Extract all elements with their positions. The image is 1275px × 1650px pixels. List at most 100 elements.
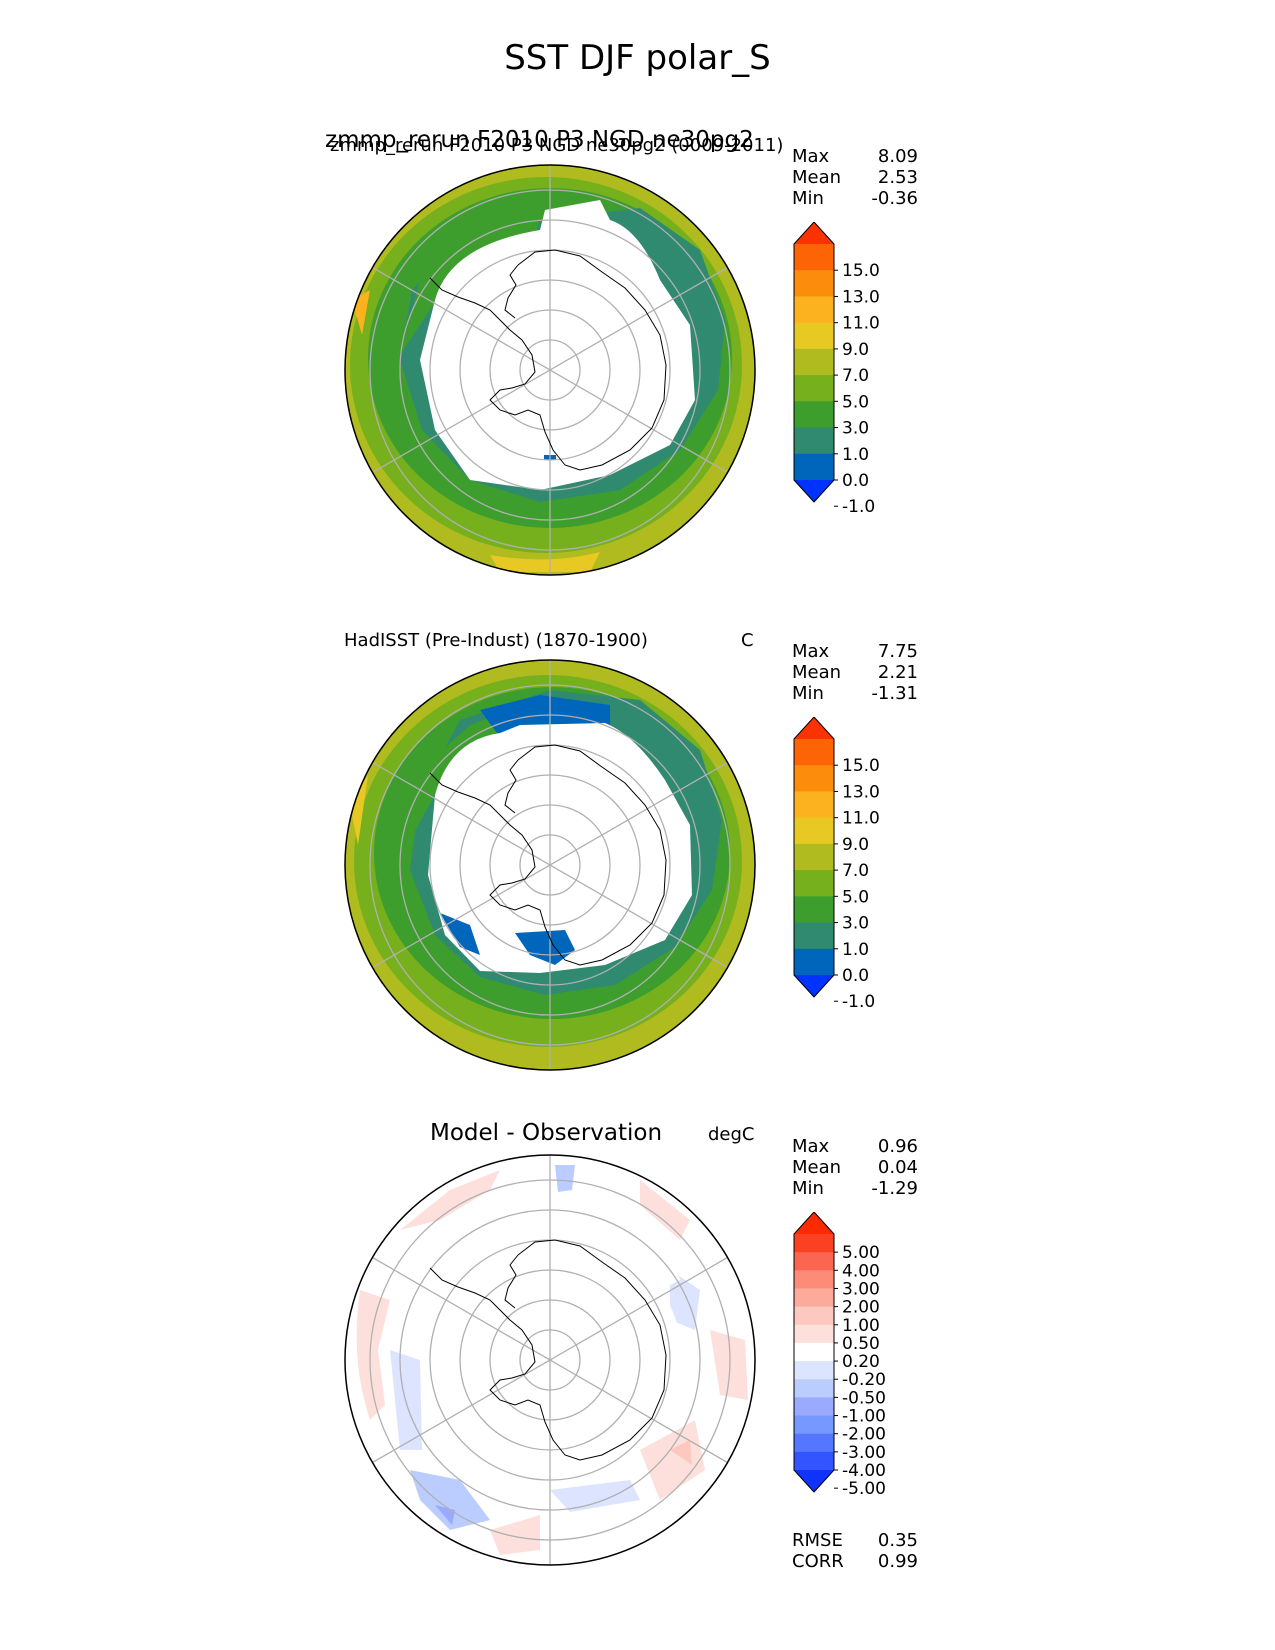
panel2-colorbar-tick-label: 3.0: [842, 914, 869, 934]
panel3-colorbar-tick-label: -2.00: [842, 1425, 886, 1445]
antarctica-coastline: [429, 1239, 667, 1461]
panel1-polar-map: [344, 164, 756, 576]
stat-min: Min -0.36: [792, 188, 918, 209]
stat-min: Min -1.31: [792, 683, 918, 704]
panel3-colorbar-tick-label: -3.00: [842, 1443, 886, 1463]
panel3-colorbar-tick-label: 3.00: [842, 1279, 880, 1299]
panel3-colorbar-segment: [794, 1433, 834, 1453]
stat-mean: Mean 0.04: [792, 1157, 918, 1178]
stat-corr: CORR 0.99: [792, 1551, 918, 1572]
panel3-title: Model - Observation: [430, 1120, 663, 1146]
graticule: [369, 660, 731, 1070]
panel3-colorbar-segment: [794, 1288, 834, 1308]
panel3-colorbar-tick-label: 0.50: [842, 1334, 880, 1354]
panel2-colorbar-tick-label: 15.0: [842, 756, 880, 776]
panel3-colorbar-tick-label: 1.00: [842, 1316, 880, 1336]
panel3-colorbar-extend-max: [794, 1212, 834, 1234]
panel1-colorbar-segment: [794, 401, 834, 429]
panel3-colorbar-tick-label: -4.00: [842, 1461, 886, 1481]
panel2-colorbar-tick-label: 1.0: [842, 940, 869, 960]
panel1-colorbar-segment: [794, 348, 834, 376]
panel2-colorbar-tick-label: -1.0: [842, 992, 875, 1012]
panel1-colorbar-extend-max: [794, 222, 834, 244]
panel2-colorbar-tick-label: 13.0: [842, 782, 880, 802]
stat-max: Max 0.96: [792, 1136, 918, 1157]
panel3-colorbar-segment: [794, 1252, 834, 1271]
panel3-colorbar-tick-label: -1.00: [842, 1407, 886, 1427]
panel1-colorbar-tick-label: 9.0: [842, 340, 869, 360]
panel1-colorbar-segment: [794, 296, 834, 324]
panel3-colorbar-segment: [794, 1324, 834, 1344]
panel3-colorbar: 5.004.003.002.001.000.500.20-0.20-0.50-1…: [793, 1212, 886, 1499]
panel3-colorbar-tick-label: -5.00: [842, 1479, 886, 1499]
panel2-title: HadISST (Pre-Indust) (1870-1900): [344, 630, 648, 651]
panel1-colorbar-tick-label: 7.0: [842, 366, 869, 386]
panel2-colorbar-segment: [794, 896, 834, 924]
panel3-colorbar-segment: [794, 1270, 834, 1289]
panel3-colorbar-tick-label: 4.00: [842, 1261, 880, 1281]
antarctica-coastline: [429, 249, 667, 471]
panel1-colorbar-segment: [794, 375, 834, 402]
panel1-colorbar: 15.0 13.0 11.0 9.0 7.0 5.0 3.0 1.0 0.0 -1.0: [793, 222, 880, 517]
panel2-colorbar-extend-min: [794, 975, 834, 997]
panel3-units: degC: [708, 1124, 755, 1145]
panel2-colorbar-segment: [794, 948, 834, 976]
panel3-colorbar-tick-label: -0.20: [842, 1370, 886, 1390]
panel3-colorbar-segment: [794, 1415, 834, 1435]
stat-rmse: RMSE 0.35: [792, 1530, 918, 1551]
panel1-colorbar-tick-label: 0.0: [842, 471, 869, 491]
panel2-units: C: [741, 630, 754, 651]
panel2-colorbar-tick-label: 9.0: [842, 835, 869, 855]
panel2-colorbar-segment: [794, 870, 834, 897]
panel1-title: zmmp_rerun F2010 P3 NGD ne30pg2 (0009-20…: [330, 135, 784, 156]
stat-max: Max 7.75: [792, 641, 918, 662]
panel3-stats: Max 0.96 Mean 0.04 Min -1.29: [792, 1136, 918, 1199]
panel2-colorbar-tick-label: 11.0: [842, 809, 880, 829]
panel3-colorbar-segment: [794, 1361, 834, 1380]
panel2-colorbar-tick-label: 0.0: [842, 966, 869, 986]
panel2-colorbar-segment: [794, 922, 834, 950]
panel3-colorbar-segment: [794, 1306, 834, 1326]
panel2-colorbar-segment: [794, 817, 834, 845]
panel1-colorbar-segment: [794, 322, 834, 350]
panel3-colorbar-segment: [794, 1342, 834, 1362]
panel1-colorbar-tick-label: 5.0: [842, 392, 869, 412]
panel3-colorbar-segment: [794, 1451, 834, 1471]
panel3-colorbar-tick-label: 5.00: [842, 1243, 880, 1263]
panel3-colorbar-tick-label: -0.50: [842, 1388, 886, 1408]
stat-mean: Mean 2.53: [792, 167, 918, 188]
antarctica-coastline: [429, 744, 667, 966]
panel3-polar-map: [344, 1154, 756, 1566]
panel3-colorbar-segment: [794, 1397, 834, 1417]
panel2-polar-map: [344, 659, 756, 1071]
stat-min: Min -1.29: [792, 1178, 918, 1199]
panel2-colorbar-segment: [794, 843, 834, 871]
panel2-colorbar-segment: [794, 791, 834, 819]
panel1-colorbar-extend-min: [794, 480, 834, 502]
panel1-colorbar-tick-label: 15.0: [842, 261, 880, 281]
panel1-colorbar-segment: [794, 453, 834, 481]
panel3-colorbar-segment: [794, 1234, 834, 1253]
panel1-stats: Max 8.09 Mean 2.53 Min -0.36: [792, 146, 918, 209]
panel1-title-overlay: zmmp_rerun F2010 P3 NGD ne30pg2: [325, 127, 754, 153]
panel3-colorbar-segment: [794, 1379, 834, 1398]
panel3-colorbar-tick-label: 2.00: [842, 1298, 880, 1318]
panel2-colorbar-extend-max: [794, 717, 834, 739]
panel1-colorbar-tick-label: -1.0: [842, 497, 875, 517]
figure-title: SST DJF polar_S: [504, 38, 771, 78]
panel1-colorbar-segment: [794, 244, 834, 271]
panel1-colorbar-segment: [794, 270, 834, 297]
panel2-colorbar-tick-label: 7.0: [842, 861, 869, 881]
graticule: [369, 165, 731, 575]
panel3-colorbar-extend-min: [794, 1470, 834, 1492]
panel2-colorbar-segment: [794, 765, 834, 792]
panel1-colorbar-segment: [794, 427, 834, 455]
panel2-stats: Max 7.75 Mean 2.21 Min -1.31: [792, 641, 918, 704]
panel2-colorbar-segment: [794, 739, 834, 766]
panel2-colorbar-tick-label: 5.0: [842, 887, 869, 907]
stat-max: Max 8.09: [792, 146, 918, 167]
panel3-bottom-stats: RMSE 0.35 CORR 0.99: [792, 1530, 918, 1572]
panel1-colorbar-tick-label: 1.0: [842, 445, 869, 465]
panel3-colorbar-tick-label: 0.20: [842, 1352, 880, 1372]
stat-mean: Mean 2.21: [792, 662, 918, 683]
